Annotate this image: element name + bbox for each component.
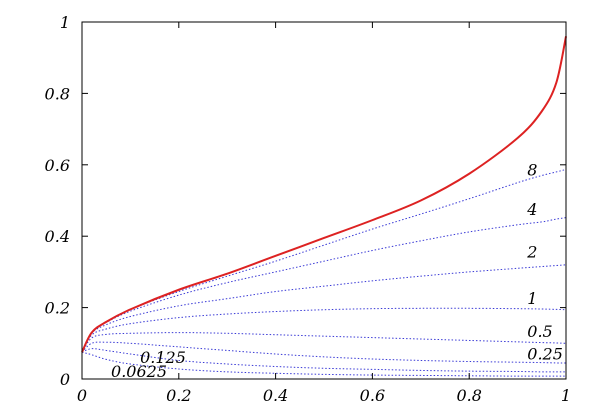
curve-0.5 [81, 332, 567, 353]
x-tick-label: 0.6 [360, 386, 385, 405]
curve-label-0.25: 0.25 [527, 344, 563, 363]
curve-label-0.5: 0.5 [527, 322, 552, 341]
curve-label-0.125: 0.125 [140, 348, 186, 367]
curve-label-1: 1 [527, 289, 537, 308]
curve-label-2: 2 [526, 243, 537, 262]
y-tick-label: 1 [60, 13, 70, 32]
curve-2 [81, 264, 567, 353]
curve-label-4: 4 [526, 200, 537, 219]
x-tick-label: 0 [77, 386, 87, 405]
curve-1 [81, 307, 567, 353]
y-tick-label: 0.8 [45, 84, 70, 103]
y-tick-label: 0.4 [45, 227, 70, 246]
y-tick-label: 0.2 [45, 299, 70, 318]
x-tick-label: 1 [561, 386, 571, 405]
x-tick-label: 0.8 [456, 386, 481, 405]
series-layer [81, 36, 567, 377]
curve-label-8: 8 [527, 161, 537, 180]
curve-label-0.0625: 0.0625 [111, 362, 167, 381]
curve-0.25 [81, 341, 567, 364]
x-tick-label: 0.2 [166, 386, 191, 405]
y-tick-label: 0 [60, 370, 70, 389]
curve-0.0625 [81, 351, 566, 377]
curve-0.125 [81, 348, 566, 373]
plot-frame [81, 21, 567, 380]
tick-layer: 0 0.2 0.4 0.6 0.8 1 0 0.2 0.4 0.6 0.8 1 [45, 13, 572, 405]
curve-solid [81, 36, 567, 353]
y-tick-label: 0.6 [45, 156, 70, 175]
x-tick-label: 0.4 [263, 386, 288, 405]
